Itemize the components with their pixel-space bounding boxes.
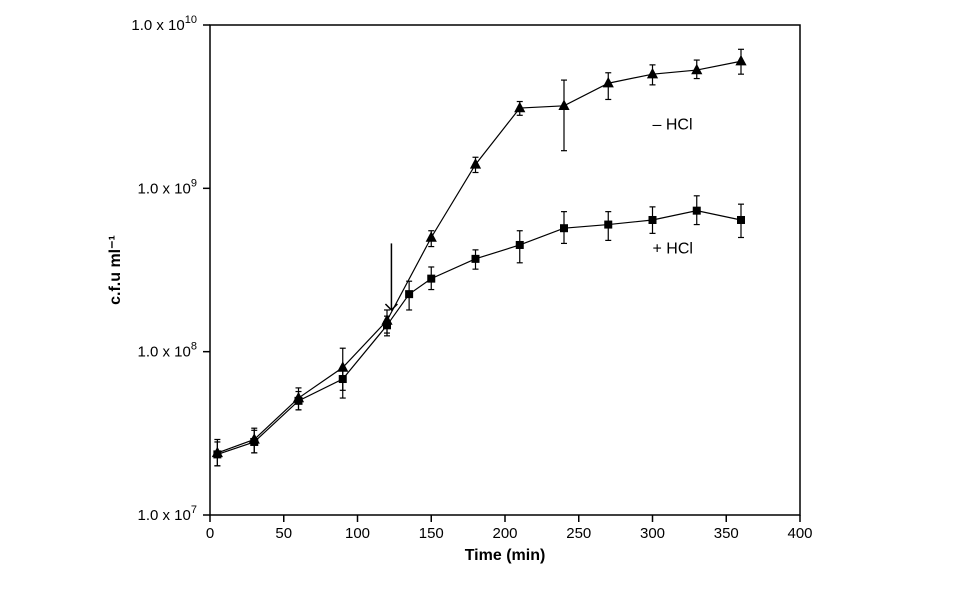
- x-tick-label: 150: [419, 525, 444, 542]
- x-tick-label: 300: [640, 525, 665, 542]
- y-axis-ticks: 1.0 x 107 1.0 x 108 1.0 x 109 1.0 x 1010: [131, 14, 210, 524]
- hcl-addition-arrow: [385, 243, 397, 310]
- y-tick-label: 1.0 x 1010: [131, 14, 197, 34]
- series-label-minus_hcl: – HCl: [653, 116, 693, 133]
- x-tick-label: 400: [787, 525, 812, 542]
- x-tick-label: 0: [206, 525, 214, 542]
- y-axis-title: c.f.u ml⁻¹: [107, 235, 124, 305]
- y-tick-label: 1.0 x 109: [138, 177, 198, 197]
- x-tick-label: 250: [566, 525, 591, 542]
- series-plus_hcl: [213, 196, 745, 466]
- series-label-plus_hcl: + HCl: [653, 240, 693, 257]
- x-tick-label: 200: [492, 525, 517, 542]
- y-tick-label: 1.0 x 108: [138, 341, 198, 361]
- x-axis-ticks: 0 50 100 150 200 250 300 350 400: [206, 515, 813, 542]
- x-tick-label: 350: [714, 525, 739, 542]
- x-axis-title: Time (min): [465, 547, 546, 564]
- x-tick-label: 100: [345, 525, 370, 542]
- growth-curve-chart: 0 50 100 150 200 250 300 350 400 Time (min) 1.0 x …: [0, 0, 960, 590]
- y-tick-label: 1.0 x 107: [138, 504, 198, 524]
- x-tick-label: 50: [275, 525, 292, 542]
